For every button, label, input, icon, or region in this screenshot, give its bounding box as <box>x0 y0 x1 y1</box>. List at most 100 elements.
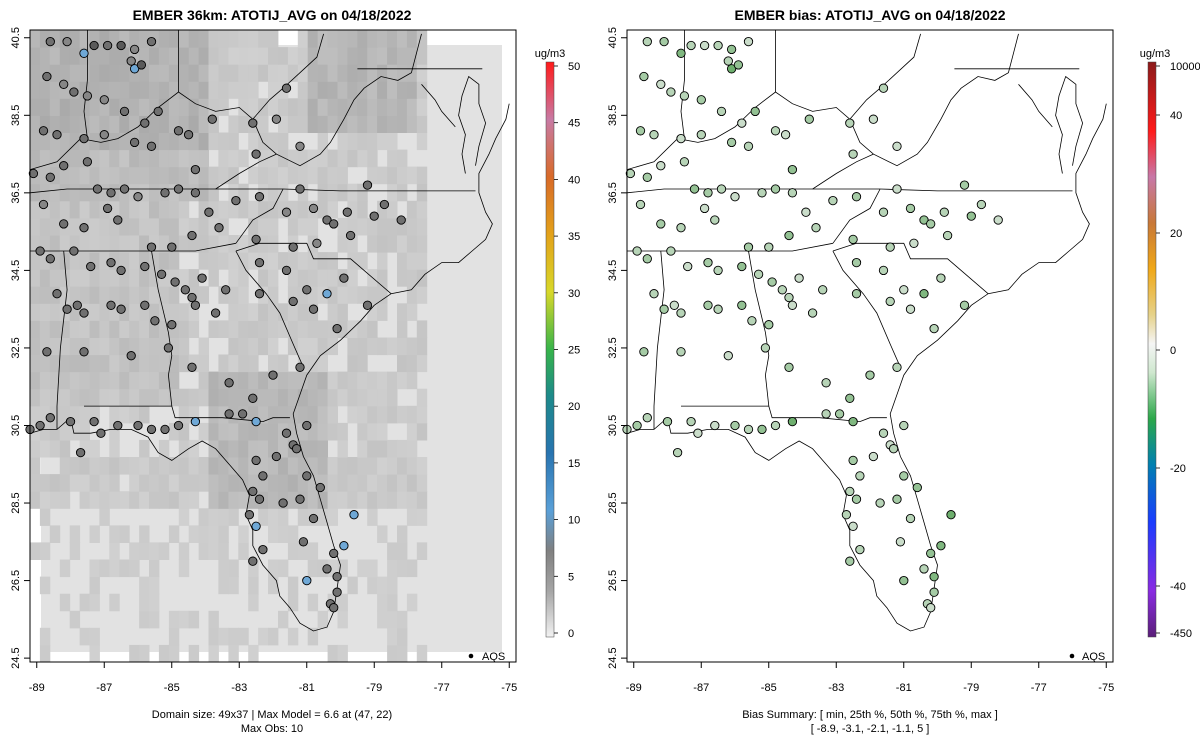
left-state-boundaries <box>29 30 510 632</box>
model-cell <box>158 64 170 82</box>
model-cell <box>397 81 408 99</box>
model-cell <box>188 64 200 82</box>
model-cell <box>397 320 408 338</box>
model-cell <box>178 610 190 629</box>
model-cell <box>258 132 269 151</box>
model-cell <box>278 149 289 168</box>
model-cell <box>258 269 269 287</box>
model-cell <box>208 542 219 560</box>
model-cell <box>347 98 358 116</box>
monitor-marker <box>912 482 922 493</box>
model-cell <box>208 508 219 526</box>
model-cell <box>30 252 41 270</box>
monitor-marker <box>254 192 265 202</box>
model-cell <box>119 30 130 48</box>
monitor-marker <box>649 130 659 140</box>
model-cell <box>188 457 200 475</box>
model-cell <box>149 166 160 185</box>
monitor-marker <box>322 564 332 574</box>
model-cell <box>367 115 378 133</box>
model-cell <box>406 508 418 526</box>
model-cell <box>49 474 61 492</box>
model-cell <box>416 388 428 407</box>
model-cell <box>387 166 398 185</box>
model-cell <box>208 388 219 407</box>
model-cell <box>69 371 81 390</box>
monitor-marker <box>96 428 106 438</box>
model-cell <box>109 269 120 287</box>
model-cell <box>129 200 140 219</box>
monitor-marker <box>770 184 781 194</box>
x-tick-label: -81 <box>896 682 912 694</box>
model-cell <box>287 303 299 321</box>
model-cell <box>248 371 259 390</box>
model-cell <box>129 235 140 253</box>
model-cell <box>416 474 428 492</box>
y-tick-label: 38.5 <box>10 105 22 126</box>
model-cell <box>30 337 41 356</box>
model-cell <box>208 132 219 151</box>
model-cell <box>357 47 368 65</box>
model-cell <box>208 457 219 475</box>
model-cell <box>287 47 299 65</box>
model-cell <box>406 303 418 321</box>
model-cell <box>149 149 160 168</box>
model-cell <box>158 132 170 151</box>
model-cell <box>297 200 309 219</box>
model-cell <box>278 525 289 543</box>
model-cell <box>228 559 239 578</box>
model-cell <box>278 474 289 492</box>
model-cell <box>218 627 229 646</box>
model-cell <box>317 200 328 219</box>
colorbar-tick-label: 25 <box>568 345 580 357</box>
model-cell <box>158 491 170 509</box>
model-cell <box>168 183 180 202</box>
model-cell <box>30 405 41 424</box>
model-cell <box>258 457 269 475</box>
model-cell <box>149 457 160 475</box>
model-cell <box>307 405 319 424</box>
model-cell <box>39 422 51 441</box>
model-cell <box>119 388 130 407</box>
model-cell <box>79 371 90 390</box>
model-cell <box>278 457 289 475</box>
model-cell <box>79 235 90 253</box>
model-cell <box>337 64 348 82</box>
monitor-marker <box>747 316 757 326</box>
model-cell <box>109 388 120 407</box>
model-cell <box>406 98 418 116</box>
model-cell <box>99 474 110 492</box>
model-cell <box>218 200 229 219</box>
model-cell <box>307 252 319 270</box>
model-cell <box>297 286 309 304</box>
state-boundary <box>215 153 277 190</box>
model-cell <box>377 525 388 543</box>
model-cell <box>406 200 418 219</box>
monitor-marker <box>936 273 946 283</box>
monitor-marker <box>86 261 96 272</box>
model-cell <box>268 320 279 338</box>
model-cell <box>238 64 249 82</box>
model-cell <box>307 30 319 48</box>
model-cell <box>387 217 398 236</box>
model-cell <box>149 559 160 578</box>
model-cell <box>406 457 418 475</box>
monitor-marker <box>905 203 916 214</box>
model-cell <box>59 474 71 492</box>
model-cell <box>317 98 328 116</box>
monitor-marker <box>210 308 221 318</box>
model-cell <box>238 337 249 356</box>
monitor-marker <box>639 71 649 82</box>
model-cell <box>188 269 200 287</box>
model-cell <box>337 166 348 185</box>
y-tick-label: 32.5 <box>607 337 619 358</box>
state-boundary <box>458 75 487 174</box>
model-cell <box>109 491 120 509</box>
right-legend: AQS <box>1069 651 1105 663</box>
model-cell <box>188 30 200 48</box>
model-cell <box>287 149 299 168</box>
model-cell <box>39 337 51 356</box>
model-cell <box>99 81 110 99</box>
model-cell <box>158 388 170 407</box>
y-tick-label: 28.5 <box>607 492 619 513</box>
